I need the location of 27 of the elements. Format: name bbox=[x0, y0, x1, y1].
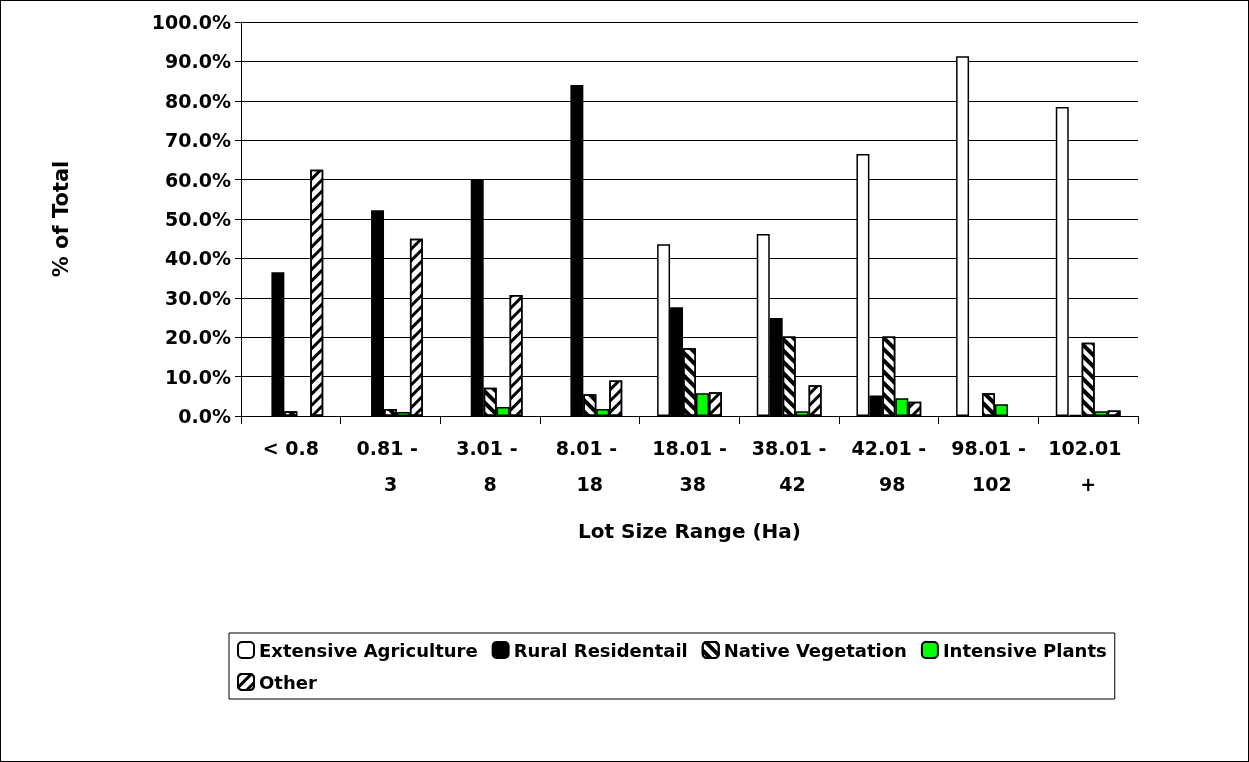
x-tick-label: 42.01 - 98 bbox=[851, 437, 927, 495]
y-tick-label: 90.0% bbox=[165, 50, 231, 73]
x-tick-label: < 0.8 bbox=[262, 437, 319, 459]
y-tick-label: 30.0% bbox=[165, 286, 231, 309]
x-tick-label: 102.01 + bbox=[1048, 437, 1129, 495]
x-tick-label: 8.01 - 18 bbox=[555, 437, 624, 495]
y-tick-label: 40.0% bbox=[165, 247, 231, 270]
y-tick-label: 70.0% bbox=[165, 129, 231, 152]
y-tick-label: 50.0% bbox=[165, 208, 231, 230]
legend-label: Extensive Agriculture bbox=[259, 639, 478, 661]
legend-label: Native Vegetation bbox=[723, 639, 907, 661]
legend-label: Intensive Plants bbox=[942, 639, 1107, 661]
x-tick-label: 98.01 - 102 bbox=[951, 437, 1026, 495]
legend-label: Other bbox=[259, 671, 317, 693]
y-tick-label: 100.0% bbox=[151, 11, 231, 33]
x-axis-title: Lot Size Range (Ha) bbox=[578, 519, 801, 543]
y-axis-title: % of Total bbox=[48, 160, 73, 278]
legend-label: Rural Residentail bbox=[513, 639, 688, 661]
x-tick-label: 18.01 - 38 bbox=[652, 437, 727, 495]
x-tick-label: 0.81 - 3 bbox=[356, 437, 425, 495]
y-tick-label: 60.0% bbox=[165, 168, 231, 191]
x-tick-label: 3.01 - 8 bbox=[456, 437, 525, 495]
y-tick-label: 0.0% bbox=[178, 405, 231, 427]
x-tick-label: 38.01 - 42 bbox=[751, 437, 827, 495]
y-tick-label: 80.0% bbox=[165, 89, 231, 112]
y-tick-label: 20.0% bbox=[165, 326, 231, 349]
y-tick-label: 10.0% bbox=[165, 365, 231, 388]
